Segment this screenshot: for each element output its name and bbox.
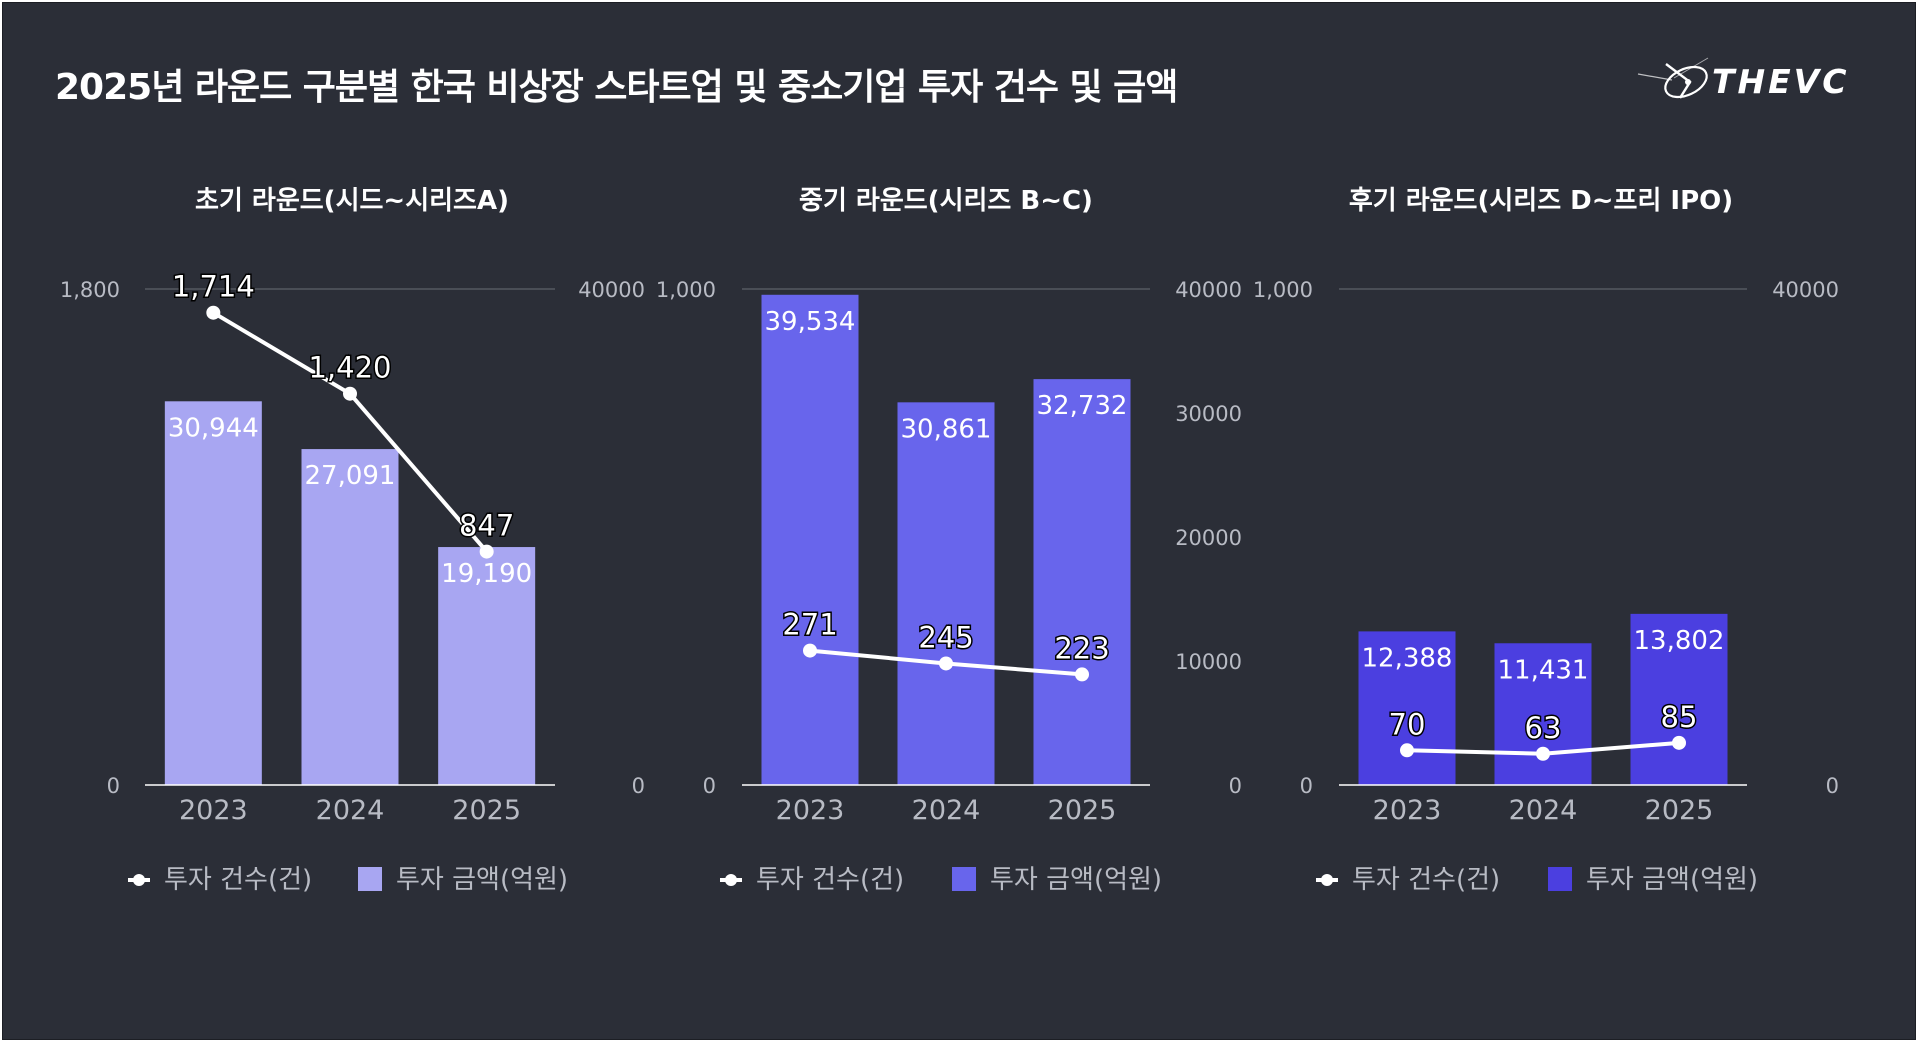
- legend-label-count: 투자 건수(건): [164, 865, 312, 895]
- bar: [761, 294, 859, 785]
- bar: [1494, 643, 1592, 785]
- bar: [897, 402, 995, 785]
- bar-value-label: 32,732: [1037, 391, 1128, 421]
- left-axis-tick-label: 0: [703, 774, 716, 798]
- line-point: [1672, 735, 1686, 750]
- legend-line-marker: [1321, 874, 1333, 886]
- line-point: [343, 386, 357, 401]
- right-axis-tick-label: 30000: [1175, 402, 1242, 426]
- bar-value-label: 27,091: [305, 461, 396, 491]
- legend-label-amount: 투자 금액(억원): [990, 865, 1162, 895]
- bar: [1630, 613, 1728, 785]
- legend-line-marker: [133, 874, 145, 886]
- right-axis-tick-label: 0: [1826, 774, 1839, 798]
- line-point: [1400, 743, 1414, 758]
- x-tick-label: 2023: [1373, 795, 1442, 826]
- x-tick-label: 2025: [452, 795, 521, 826]
- x-tick-label: 2024: [912, 795, 981, 826]
- line-point: [479, 544, 494, 559]
- left-axis-tick-label: 1,800: [60, 278, 120, 302]
- bar: [1358, 631, 1456, 785]
- right-axis-tick-label: 40000: [1772, 278, 1839, 302]
- right-axis-tick-label: 40000: [1175, 278, 1242, 302]
- line-value-label: 1,420: [308, 351, 391, 385]
- x-tick-label: 2025: [1048, 795, 1117, 826]
- x-tick-label: 2025: [1645, 795, 1714, 826]
- line-point: [206, 305, 221, 320]
- bar: [301, 449, 399, 785]
- line-value-label: 223: [1054, 631, 1109, 665]
- bar-value-label: 11,431: [1498, 655, 1589, 685]
- legend-line-marker: [725, 874, 737, 886]
- legend-bar-swatch: [358, 867, 382, 891]
- legend-bar-swatch: [952, 867, 976, 891]
- bar: [164, 401, 262, 785]
- line-value-label: 245: [918, 620, 973, 654]
- page-title: 2025년 라운드 구분별 한국 비상장 스타트업 및 중소기업 투자 건수 및…: [55, 67, 1178, 108]
- bar-value-label: 30,861: [901, 414, 992, 444]
- line-value-label: 847: [459, 509, 514, 543]
- bar: [438, 547, 536, 785]
- x-tick-label: 2023: [179, 795, 248, 826]
- logo-text: THEVC: [1712, 62, 1850, 101]
- right-axis-tick-label: 0: [632, 774, 645, 798]
- left-axis-tick-label: 1,000: [1253, 278, 1313, 302]
- bar-value-label: 30,944: [168, 413, 259, 443]
- bar: [1033, 379, 1131, 785]
- legend-label-count: 투자 건수(건): [756, 865, 904, 895]
- right-axis-tick-label: 0: [1229, 774, 1242, 798]
- line-value-label: 271: [782, 608, 837, 642]
- left-axis-tick-label: 0: [107, 774, 120, 798]
- right-axis-tick-label: 40000: [578, 278, 645, 302]
- bar-value-label: 19,190: [441, 559, 532, 589]
- bar-value-label: 13,802: [1634, 626, 1725, 656]
- thevc-logo-icon: [1637, 57, 1709, 99]
- x-tick-label: 2024: [316, 795, 385, 826]
- line-value-label: 1,714: [172, 270, 255, 304]
- line-point: [803, 643, 817, 658]
- line-value-label: 70: [1389, 707, 1426, 741]
- line-point: [939, 656, 953, 671]
- right-axis-tick-label: 10000: [1175, 650, 1242, 674]
- x-tick-label: 2024: [1509, 795, 1578, 826]
- line-point: [1536, 746, 1550, 761]
- legend-label-count: 투자 건수(건): [1352, 865, 1500, 895]
- chart-title: 초기 라운드(시드~시리즈A): [195, 186, 509, 216]
- chart-title: 중기 라운드(시리즈 B~C): [799, 186, 1093, 216]
- legend-label-amount: 투자 금액(억원): [396, 865, 568, 895]
- chart-title: 후기 라운드(시리즈 D~프리 IPO): [1349, 186, 1733, 216]
- right-axis-tick-label: 20000: [1175, 526, 1242, 550]
- bar-value-label: 12,388: [1362, 643, 1453, 673]
- bar-value-label: 39,534: [765, 307, 856, 337]
- line-value-label: 85: [1661, 700, 1698, 734]
- left-axis-tick-label: 1,000: [656, 278, 716, 302]
- legend-label-amount: 투자 금액(억원): [1586, 865, 1758, 895]
- line-value-label: 63: [1525, 711, 1562, 745]
- x-tick-label: 2023: [776, 795, 845, 826]
- legend-bar-swatch: [1548, 867, 1572, 891]
- left-axis-tick-label: 0: [1300, 774, 1313, 798]
- line-point: [1075, 667, 1089, 682]
